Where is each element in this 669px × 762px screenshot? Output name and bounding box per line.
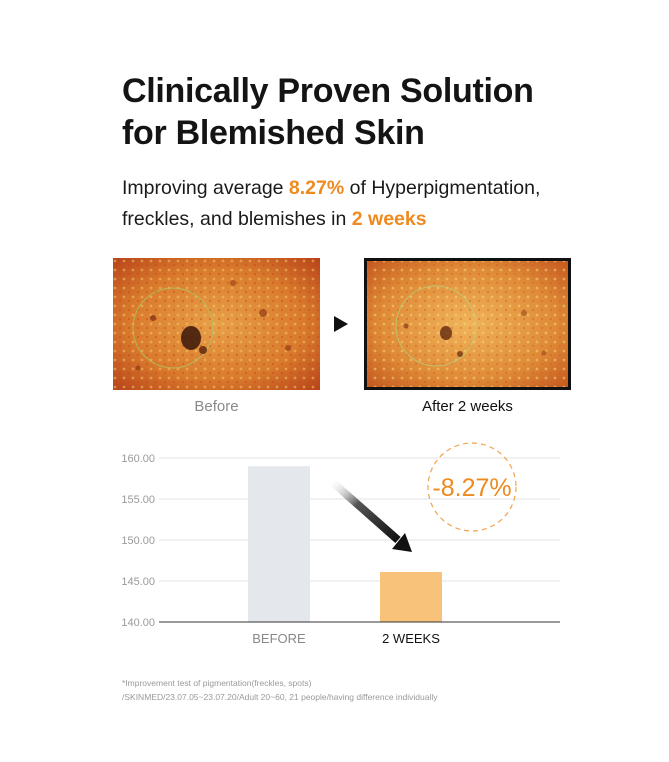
bar-2-weeks (380, 571, 442, 622)
y-axis-ticks: 160.00 155.00 150.00 145.00 140.00 (121, 453, 155, 629)
highlight-percent: 8.27% (288, 177, 345, 199)
headline-line1: Clinically Proven Solution (122, 72, 534, 110)
y-tick-label: 155.00 (121, 494, 155, 506)
after-skin-photo (364, 258, 571, 390)
footnote-line1: *Improvement test of pigmentation(freckl… (122, 678, 312, 688)
reduction-badge: -8.27% (427, 442, 517, 532)
before-skin-photo (113, 258, 320, 390)
after-caption: After 2 weeks (422, 398, 513, 415)
reduction-badge-text: -8.27% (432, 474, 511, 502)
y-tick-label: 160.00 (121, 453, 155, 465)
highlight-duration: 2 weeks (351, 208, 427, 230)
subheadline-line2: freckles, and blemishes in 2 weeks (122, 204, 652, 235)
before-caption: Before (194, 398, 239, 415)
footnote-line2: /SKINMED/23.07.05~23.07.20/Adult 20~60, … (122, 692, 438, 702)
subheadline: Improving average 8.27% of Hyperpigmenta… (122, 173, 652, 235)
headline: Clinically Proven Solution for Blemished… (122, 70, 642, 154)
play-triangle-icon (334, 316, 348, 332)
headline-line2: for Blemished Skin (122, 114, 425, 152)
y-tick-label: 140.00 (121, 617, 155, 629)
subheadline-line1: Improving average 8.27% of Hyperpigmenta… (122, 173, 652, 204)
footnote: *Improvement test of pigmentation(freckl… (122, 676, 438, 704)
bar-chart: 160.00 155.00 150.00 145.00 140.00 BEFORE 2 W… (121, 442, 560, 646)
chart-bars (248, 466, 442, 622)
x-tick-label: BEFORE (252, 631, 306, 646)
subheadline-text: freckles, and blemishes in (122, 208, 352, 230)
trend-arrow (327, 477, 412, 552)
y-tick-label: 145.00 (121, 576, 155, 588)
x-axis-labels: BEFORE 2 WEEKS (252, 631, 440, 646)
subheadline-text: of Hyperpigmentation, (344, 177, 541, 199)
x-tick-label: 2 WEEKS (382, 631, 440, 646)
y-tick-label: 150.00 (121, 535, 155, 547)
bar-before (248, 466, 310, 622)
subheadline-text: Improving average (122, 177, 289, 199)
